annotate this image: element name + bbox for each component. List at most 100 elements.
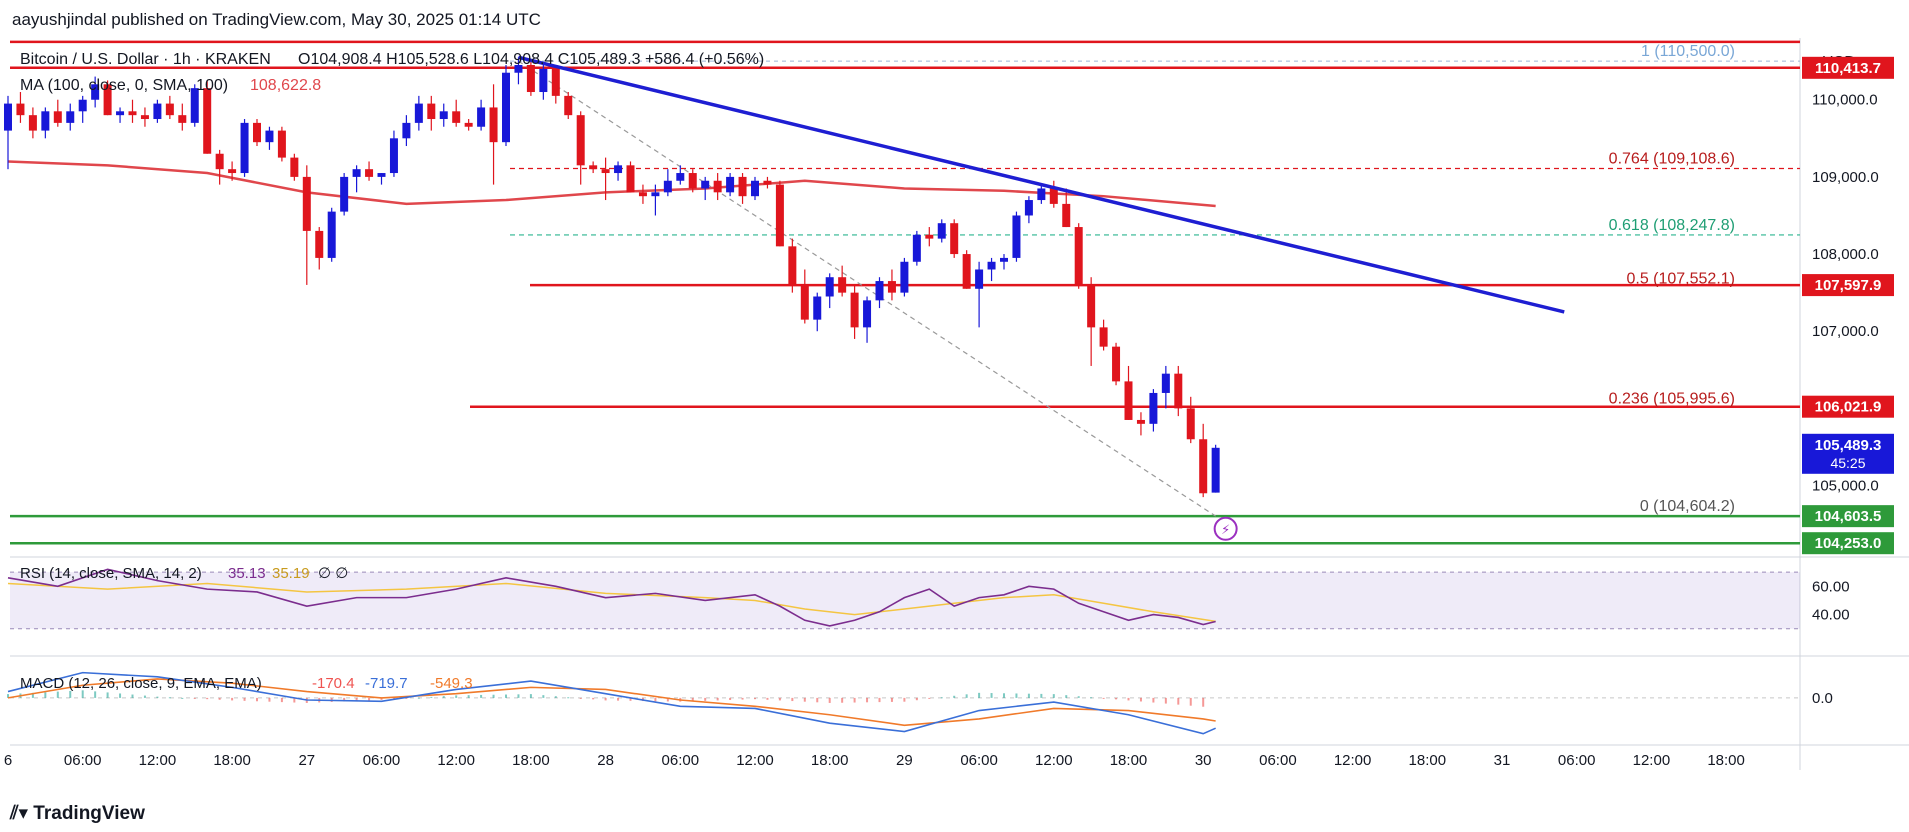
macd-histogram-bar [56, 691, 59, 698]
candle-body [1124, 381, 1133, 420]
macd-histogram-bar [69, 690, 72, 698]
macd-histogram-bar [841, 697, 844, 703]
macd-histogram-bar [940, 697, 943, 699]
time-tick-label: 18:00 [811, 752, 849, 769]
rsi-tick-label: 60.00 [1812, 578, 1850, 595]
macd-histogram-bar [1052, 694, 1055, 698]
macd-signal-line [7, 678, 1216, 727]
candle-body [477, 107, 486, 127]
macd-histogram-bar [106, 692, 109, 698]
macd-histogram-bar [380, 697, 383, 700]
candle-body [676, 173, 685, 181]
macd-line [7, 671, 1216, 735]
macd-histogram-bar [181, 697, 184, 699]
candle-body [16, 103, 25, 116]
time-tick-label: 12:00 [1633, 752, 1671, 769]
time-tick-label: 06:00 [1259, 752, 1297, 769]
candle-body [1074, 227, 1083, 285]
symbol-label: Bitcoin / U.S. Dollar · 1h · KRAKEN [20, 51, 271, 68]
macd-histogram-bar [517, 694, 520, 698]
macd-histogram-bar [791, 697, 794, 702]
candle-body [165, 103, 174, 116]
candle-body [887, 281, 896, 293]
macd-histogram-bar [430, 696, 433, 698]
time-tick-label: 6 [4, 752, 12, 769]
time-tick-label: 12:00 [437, 752, 475, 769]
candle-body [439, 111, 448, 120]
time-tick-label: 18:00 [1707, 752, 1745, 769]
candle-body [1149, 392, 1158, 424]
candle-body [66, 111, 75, 123]
rsi-ma-value: 35.19 [272, 565, 310, 582]
candle-body [589, 165, 598, 170]
macd-histogram-bar [1202, 697, 1205, 707]
candle-body [1186, 408, 1195, 440]
candle-body [564, 95, 573, 116]
time-tick-label: 30 [1195, 752, 1212, 769]
candle-body [775, 184, 784, 247]
candle-body [813, 296, 822, 320]
candle-body [91, 84, 100, 100]
macd-histogram-bar [654, 697, 657, 702]
macd-histogram-bar [853, 697, 856, 703]
macd-histogram-bar [903, 697, 906, 702]
candle-body [240, 122, 249, 174]
price-level-tag [1802, 56, 1894, 79]
macd-histogram-bar [417, 697, 420, 699]
fib-level-label: 0.5 (107,552.1) [1626, 271, 1735, 288]
macd-histogram-bar [1177, 697, 1180, 705]
fib-level-label: 0.764 (109,108.6) [1609, 151, 1735, 168]
macd-histogram-bar [355, 697, 358, 701]
candle-body [1211, 447, 1220, 493]
candle-body [825, 277, 834, 297]
time-tick-label: 18:00 [512, 752, 550, 769]
macd-histogram-bar [1015, 693, 1018, 698]
candle-body [103, 84, 112, 116]
candle-body [1037, 188, 1046, 201]
macd-histogram-bar [691, 697, 694, 702]
candle-body [153, 103, 162, 120]
candle-body [663, 180, 672, 193]
candle-body [228, 169, 237, 174]
macd-histogram-bar [990, 693, 993, 698]
price-tick-label: 107,000.0 [1812, 323, 1879, 340]
price-tick-label: 109,000.0 [1812, 169, 1879, 186]
candle-body [614, 165, 623, 174]
candle-body [1012, 215, 1021, 258]
time-tick-label: 12:00 [1334, 752, 1372, 769]
macd-histogram-bar [7, 694, 9, 698]
macd-histogram-bar [1090, 697, 1093, 699]
rsi-ma-line [7, 582, 1216, 623]
macd-histogram-bar [1164, 697, 1167, 704]
fib-level-label: 0 (104,604.2) [1640, 498, 1735, 515]
candle-body [41, 111, 50, 131]
macd-histogram-bar [754, 697, 756, 700]
candle-body [838, 277, 847, 293]
macd-histogram-bar [1003, 693, 1005, 698]
price-level-tag [1802, 505, 1894, 528]
candle-body [1049, 188, 1058, 204]
macd-histogram-bar [978, 692, 981, 698]
candle-body [863, 300, 872, 328]
price-level-tag-label: 110,413.7 [1815, 60, 1881, 77]
macd-histogram-bar [529, 694, 532, 698]
candle-body [178, 115, 187, 123]
macd-histogram-bar [928, 697, 931, 699]
macd-histogram-bar [604, 697, 607, 701]
macd-histogram-bar [480, 694, 483, 698]
candle-body [763, 180, 772, 185]
candle-body [850, 292, 859, 328]
time-tick-label: 18:00 [1110, 752, 1148, 769]
candle-body [1024, 200, 1033, 216]
candle-body [128, 111, 137, 116]
macd-histogram-bar [1152, 697, 1155, 703]
macd-histogram-bar [766, 697, 769, 700]
candle-body [302, 176, 311, 231]
macd-histogram-bar [268, 697, 271, 702]
macd-histogram-bar [704, 697, 707, 701]
candle-body [713, 180, 722, 193]
candle-body [726, 176, 735, 193]
macd-histogram-bar [716, 697, 719, 701]
candle-body [365, 169, 374, 177]
